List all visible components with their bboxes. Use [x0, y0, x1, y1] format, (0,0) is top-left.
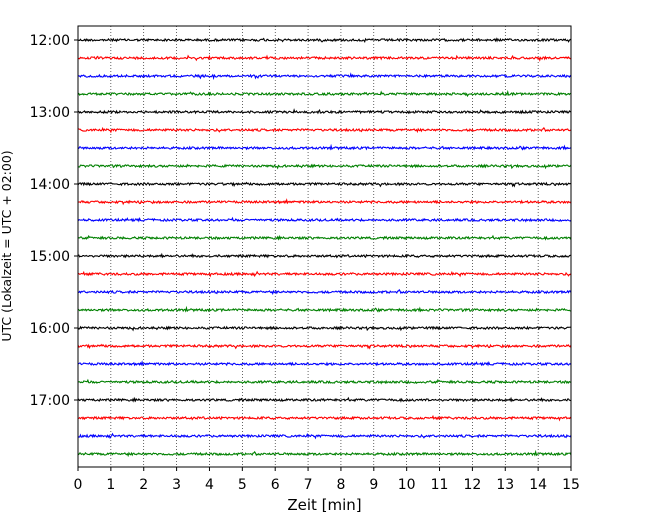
trace-1430 — [77, 216, 572, 223]
trace-1330 — [77, 143, 572, 151]
trace-1415 — [77, 198, 572, 206]
x-tick-label: 12 — [463, 477, 481, 493]
y-tick-label: 14:00 — [30, 177, 70, 193]
trace-1230 — [77, 72, 572, 81]
x-tick-label: 14 — [529, 477, 547, 493]
trace-1400 — [77, 181, 572, 188]
x-tick-label: 3 — [172, 477, 181, 493]
trace-1600 — [77, 325, 572, 332]
trace-1315 — [77, 126, 572, 134]
trace-1300 — [77, 108, 572, 115]
x-axis-title: Zeit [min] — [287, 496, 361, 514]
x-tick-label: 2 — [139, 477, 148, 493]
y-axis-title: UTC (Lokalzeit = UTC + 02:00) — [0, 150, 14, 341]
y-tick-label: 12:00 — [30, 33, 70, 49]
trace-1630 — [77, 360, 572, 367]
y-tick-label: 15:00 — [30, 249, 70, 265]
trace-1515 — [77, 270, 572, 278]
trace-1730 — [77, 432, 572, 440]
y-tick-label: 17:00 — [30, 393, 70, 409]
trace-1615 — [77, 343, 572, 350]
trace-1500 — [77, 252, 572, 259]
x-tick-label: 0 — [74, 477, 83, 493]
trace-1245 — [77, 89, 572, 98]
x-tick-label: 6 — [271, 477, 280, 493]
plot-frame — [77, 25, 572, 468]
trace-1545 — [77, 305, 572, 313]
x-tick-label: 13 — [496, 477, 514, 493]
trace-1645 — [77, 378, 572, 385]
x-tick-label: 11 — [431, 477, 449, 493]
x-tick-label: 9 — [369, 477, 378, 493]
x-tick-label: 8 — [336, 477, 345, 493]
y-tick-label: 16:00 — [30, 321, 70, 337]
trace-1345 — [77, 163, 572, 170]
x-tick-label: 7 — [304, 477, 313, 493]
trace-1745 — [77, 449, 572, 458]
x-tick-label: 4 — [205, 477, 214, 493]
trace-1200 — [77, 37, 572, 44]
x-axis: 0 1 2 3 4 5 6 7 8 9 10 11 12 13 14 15 — [74, 467, 580, 493]
x-tick-label: 1 — [106, 477, 115, 493]
trace-1530 — [77, 288, 572, 296]
trace-lines — [77, 37, 572, 458]
trace-1215 — [77, 54, 572, 62]
x-tick-label: 10 — [398, 477, 416, 493]
y-axis: 12:00 13:00 14:00 15:00 16:00 17:00 — [30, 33, 78, 409]
y-tick-label: 13:00 — [30, 105, 70, 121]
trace-1715 — [77, 414, 572, 422]
x-tick-label: 5 — [238, 477, 247, 493]
trace-1445 — [77, 234, 572, 241]
x-tick-label: 15 — [562, 477, 580, 493]
trace-1700 — [77, 396, 572, 403]
